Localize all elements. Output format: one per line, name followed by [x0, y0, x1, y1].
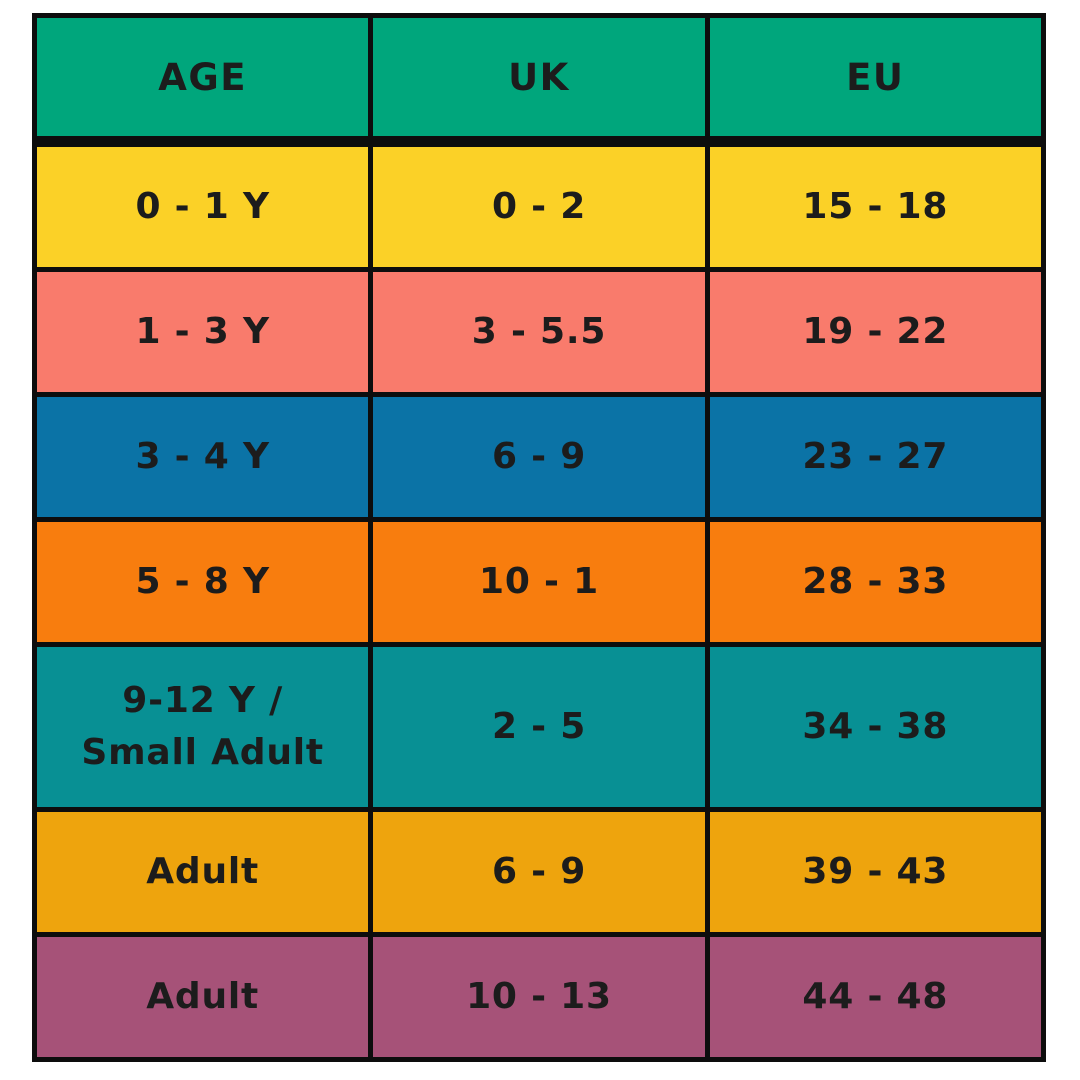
- table-row: Adult 6 - 9 39 - 43: [31, 807, 1047, 937]
- header-row: AGE UK EU: [31, 13, 1047, 147]
- age-cell: 5 - 8 Y: [31, 517, 374, 647]
- table-row: 9-12 Y / Small Adult 2 - 5 34 - 38: [31, 642, 1047, 812]
- uk-cell: 6 - 9: [368, 807, 710, 937]
- age-cell: Adult: [31, 932, 374, 1062]
- eu-cell: 23 - 27: [704, 392, 1047, 522]
- age-cell: Adult: [31, 807, 374, 937]
- uk-cell: 10 - 13: [368, 932, 710, 1062]
- uk-cell: 2 - 5: [368, 642, 710, 812]
- eu-cell: 34 - 38: [704, 642, 1047, 812]
- uk-cell: 0 - 2: [368, 139, 710, 272]
- header-cell-uk: UK: [368, 13, 710, 147]
- table-row: Adult 10 - 13 44 - 48: [31, 932, 1047, 1062]
- header-cell-age: AGE: [31, 13, 374, 147]
- uk-cell: 3 - 5.5: [368, 267, 710, 397]
- table-row: 5 - 8 Y 10 - 1 28 - 33: [31, 517, 1047, 647]
- age-cell: 9-12 Y / Small Adult: [31, 642, 374, 812]
- age-cell: 0 - 1 Y: [31, 139, 374, 272]
- age-cell: 1 - 3 Y: [31, 267, 374, 397]
- eu-cell: 44 - 48: [704, 932, 1047, 1062]
- age-cell: 3 - 4 Y: [31, 392, 374, 522]
- eu-cell: 39 - 43: [704, 807, 1047, 937]
- uk-cell: 6 - 9: [368, 392, 710, 522]
- eu-cell: 19 - 22: [704, 267, 1047, 397]
- uk-cell: 10 - 1: [368, 517, 710, 647]
- header-cell-eu: EU: [704, 13, 1047, 147]
- eu-cell: 28 - 33: [704, 517, 1047, 647]
- eu-cell: 15 - 18: [704, 139, 1047, 272]
